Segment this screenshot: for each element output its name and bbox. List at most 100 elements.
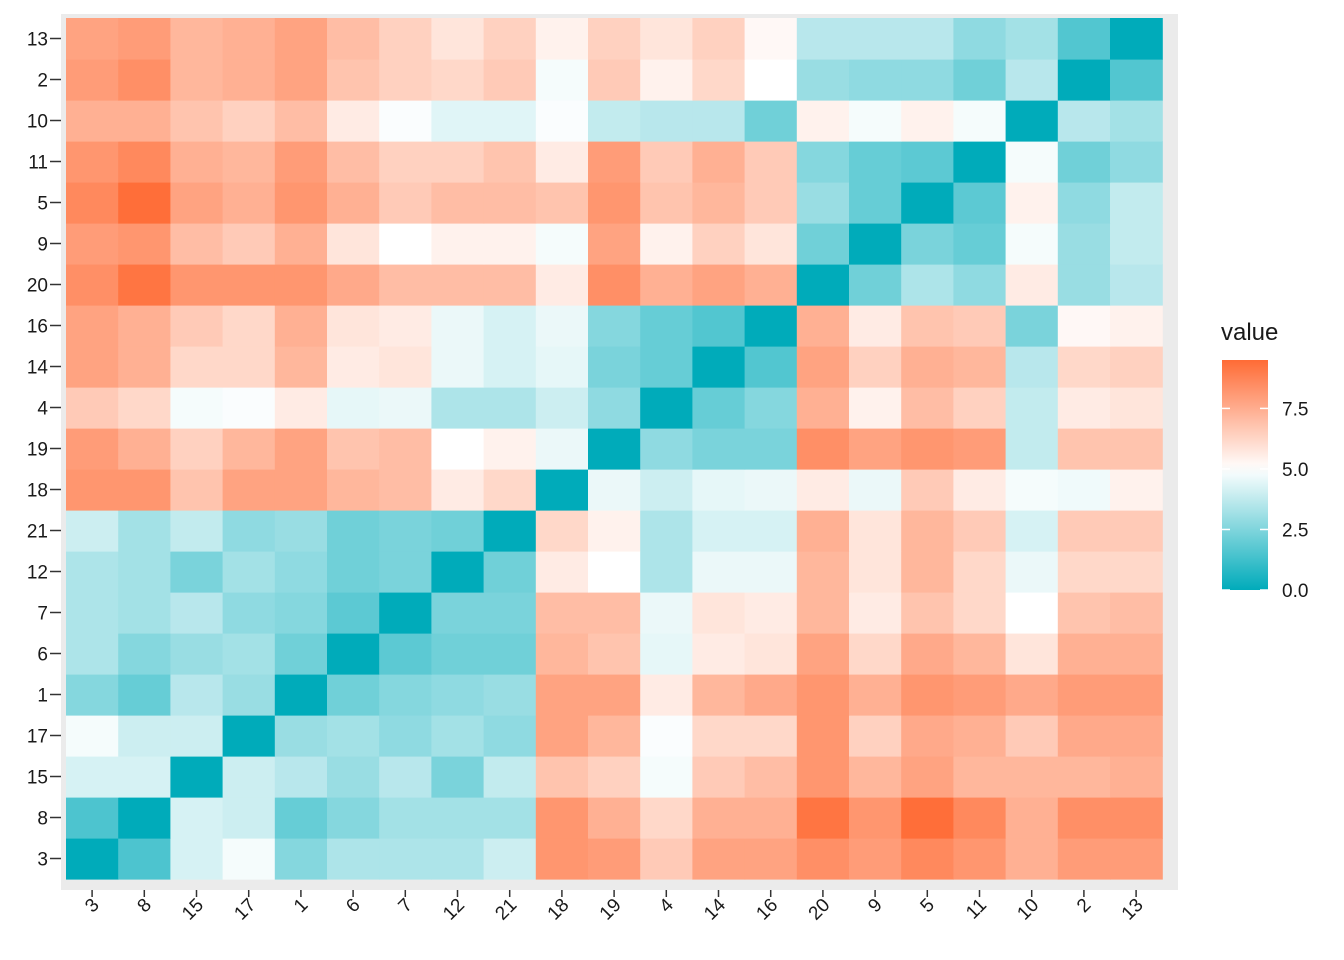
heatmap-cell: [1005, 18, 1059, 60]
heatmap-cell: [379, 387, 432, 429]
heatmap-cell: [1110, 469, 1163, 511]
heatmap-cell: [118, 838, 171, 880]
heatmap-cell: [222, 715, 276, 757]
heatmap-cell: [327, 387, 380, 429]
heatmap-cell: [692, 141, 746, 183]
heatmap-cell: [953, 141, 1007, 183]
heatmap-cell: [796, 633, 850, 675]
heatmap-cell: [1005, 797, 1059, 839]
heatmap-cell: [431, 182, 485, 224]
heatmap-cell: [796, 182, 850, 224]
heatmap-cell: [118, 510, 171, 552]
heatmap-cell: [535, 633, 589, 675]
heatmap-cell: [222, 18, 276, 60]
heatmap-cell: [222, 305, 276, 347]
x-tick-label: 21: [491, 895, 521, 925]
heatmap-cell: [222, 633, 276, 675]
heatmap-cell: [1005, 264, 1059, 306]
heatmap-cell: [66, 18, 119, 60]
heatmap-cell: [1110, 387, 1163, 429]
heatmap-cell: [588, 797, 641, 839]
heatmap-cell: [744, 387, 798, 429]
heatmap-cell: [588, 551, 641, 593]
heatmap-cell: [1057, 428, 1111, 470]
heatmap-cell: [744, 592, 798, 634]
heatmap-cell: [170, 592, 224, 634]
heatmap-cell: [327, 18, 380, 60]
heatmap-cell: [796, 756, 850, 798]
heatmap-cell: [535, 469, 589, 511]
heatmap-cell: [170, 59, 224, 101]
x-tick-label: 3: [81, 895, 103, 917]
heatmap-cell: [692, 674, 746, 716]
x-tick-label: 20: [805, 895, 835, 925]
heatmap-cell: [327, 182, 380, 224]
heatmap-cell: [1110, 510, 1163, 552]
heatmap-cell: [1110, 18, 1163, 60]
heatmap-cell: [379, 674, 432, 716]
heatmap-cell: [953, 182, 1007, 224]
legend-tick-label: 7.5: [1282, 399, 1308, 420]
heatmap-cell: [431, 18, 485, 60]
y-tick-label: 1: [37, 686, 48, 707]
heatmap-cell: [170, 223, 224, 265]
heatmap-cell: [222, 592, 276, 634]
heatmap-cell: [744, 141, 798, 183]
heatmap-cell: [535, 797, 589, 839]
heatmap-cell: [849, 346, 902, 388]
heatmap-cell: [901, 18, 954, 60]
heatmap-cell: [1005, 838, 1059, 880]
heatmap-cell: [431, 838, 485, 880]
heatmap-cell: [222, 838, 276, 880]
x-tick-label: 8: [134, 895, 156, 917]
heatmap-cell: [118, 141, 171, 183]
heatmap-cell: [379, 838, 432, 880]
heatmap-cell: [692, 510, 746, 552]
heatmap-cell: [744, 510, 798, 552]
heatmap-cell: [431, 428, 485, 470]
heatmap-cell: [953, 100, 1007, 142]
heatmap-cell: [744, 469, 798, 511]
heatmap-cell: [692, 18, 746, 60]
heatmap-cell: [274, 264, 328, 306]
heatmap-cell: [327, 797, 380, 839]
heatmap-cell: [118, 264, 171, 306]
heatmap-cell: [901, 469, 954, 511]
heatmap-cell: [118, 387, 171, 429]
heatmap-cell: [483, 756, 537, 798]
heatmap-cell: [274, 18, 328, 60]
heatmap-cell: [692, 387, 746, 429]
heatmap-cell: [1057, 756, 1111, 798]
heatmap-cell: [796, 141, 850, 183]
y-tick-label: 19: [27, 440, 48, 461]
heatmap-cell: [379, 715, 432, 757]
heatmap-cell: [588, 305, 641, 347]
heatmap-cell: [535, 59, 589, 101]
heatmap-cell: [1057, 838, 1111, 880]
heatmap-cell: [953, 715, 1007, 757]
heatmap-cell: [222, 797, 276, 839]
heatmap-cell: [692, 223, 746, 265]
heatmap-cell: [66, 633, 119, 675]
heatmap-cell: [274, 633, 328, 675]
heatmap-cell: [796, 592, 850, 634]
heatmap-cell: [901, 182, 954, 224]
heatmap-cell: [327, 141, 380, 183]
heatmap-cell: [379, 223, 432, 265]
heatmap-cell: [796, 674, 850, 716]
heatmap-cell: [274, 141, 328, 183]
heatmap-cell: [901, 510, 954, 552]
heatmap-cell: [1110, 223, 1163, 265]
heatmap-cell: [274, 182, 328, 224]
heatmap-cell: [901, 264, 954, 306]
heatmap-cell: [483, 305, 537, 347]
heatmap-cell: [535, 756, 589, 798]
heatmap-cell: [431, 674, 485, 716]
heatmap-cell: [1005, 551, 1059, 593]
heatmap-cell: [222, 223, 276, 265]
heatmap-cell: [953, 797, 1007, 839]
heatmap-cell: [222, 551, 276, 593]
heatmap-cell: [953, 674, 1007, 716]
heatmap-cell: [1057, 182, 1111, 224]
heatmap-cell: [118, 18, 171, 60]
